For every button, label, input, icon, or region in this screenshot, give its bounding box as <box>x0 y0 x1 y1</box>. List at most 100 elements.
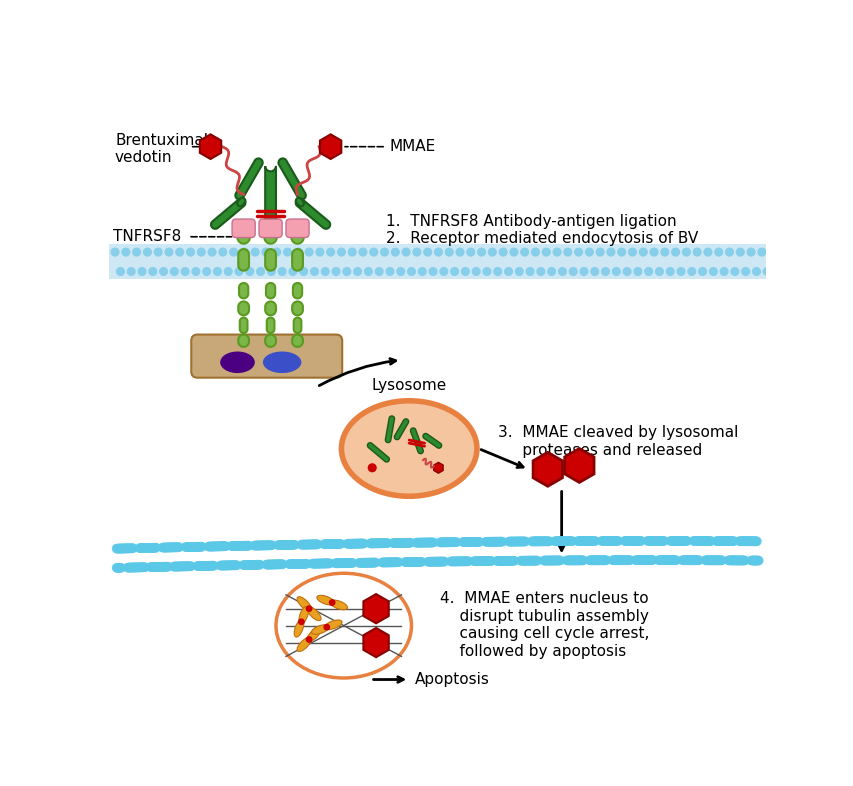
Circle shape <box>324 624 329 630</box>
Circle shape <box>138 268 146 275</box>
Ellipse shape <box>294 619 304 637</box>
Circle shape <box>288 268 297 275</box>
Polygon shape <box>200 134 221 159</box>
Circle shape <box>606 248 614 256</box>
Circle shape <box>306 606 311 612</box>
Ellipse shape <box>341 401 476 496</box>
Text: proteases and released: proteases and released <box>497 443 701 458</box>
Circle shape <box>241 248 248 256</box>
Polygon shape <box>295 198 304 207</box>
Circle shape <box>132 248 140 256</box>
Circle shape <box>757 248 765 256</box>
Polygon shape <box>363 594 388 623</box>
Text: disrupt tubulin assembly: disrupt tubulin assembly <box>439 608 648 623</box>
Polygon shape <box>320 134 341 159</box>
Circle shape <box>257 268 264 275</box>
Circle shape <box>224 268 232 275</box>
Circle shape <box>283 248 291 256</box>
Polygon shape <box>237 226 249 244</box>
Circle shape <box>595 248 603 256</box>
Circle shape <box>633 268 641 275</box>
Text: TNFRSF8: TNFRSF8 <box>113 230 181 244</box>
Circle shape <box>585 248 593 256</box>
Circle shape <box>445 248 453 256</box>
Polygon shape <box>265 249 276 270</box>
Circle shape <box>579 268 587 275</box>
Text: 1.  TNFRSF8 Antibody-antigen ligation: 1. TNFRSF8 Antibody-antigen ligation <box>386 214 676 229</box>
Circle shape <box>359 248 367 256</box>
Polygon shape <box>433 462 443 473</box>
Circle shape <box>229 248 237 256</box>
Circle shape <box>525 268 533 275</box>
Circle shape <box>499 248 507 256</box>
Circle shape <box>515 268 523 275</box>
Circle shape <box>617 248 624 256</box>
Circle shape <box>273 248 281 256</box>
Ellipse shape <box>297 637 310 652</box>
Polygon shape <box>295 199 330 229</box>
Ellipse shape <box>276 573 411 678</box>
Polygon shape <box>265 302 276 315</box>
Text: Lysosome: Lysosome <box>371 378 446 393</box>
Circle shape <box>719 268 727 275</box>
Circle shape <box>531 248 539 256</box>
Polygon shape <box>367 443 389 462</box>
FancyBboxPatch shape <box>191 335 342 378</box>
Circle shape <box>348 248 356 256</box>
Circle shape <box>547 268 554 275</box>
Circle shape <box>343 268 351 275</box>
Circle shape <box>176 248 183 256</box>
Polygon shape <box>211 199 245 229</box>
Circle shape <box>353 268 361 275</box>
Ellipse shape <box>220 351 254 373</box>
Circle shape <box>310 268 318 275</box>
Polygon shape <box>292 302 303 315</box>
Polygon shape <box>291 226 304 244</box>
Circle shape <box>197 248 205 256</box>
Circle shape <box>612 268 619 275</box>
Circle shape <box>337 248 345 256</box>
Circle shape <box>601 268 609 275</box>
Circle shape <box>493 268 501 275</box>
Circle shape <box>483 268 490 275</box>
Polygon shape <box>293 283 302 299</box>
Circle shape <box>246 268 253 275</box>
Circle shape <box>590 268 598 275</box>
Circle shape <box>171 268 178 275</box>
Circle shape <box>628 248 635 256</box>
Circle shape <box>423 248 431 256</box>
Circle shape <box>467 248 474 256</box>
Circle shape <box>327 248 334 256</box>
Circle shape <box>660 248 668 256</box>
Circle shape <box>218 248 226 256</box>
Polygon shape <box>410 428 423 454</box>
Circle shape <box>714 248 722 256</box>
Circle shape <box>369 248 377 256</box>
Polygon shape <box>422 434 441 448</box>
Circle shape <box>213 268 221 275</box>
Polygon shape <box>532 453 562 487</box>
Ellipse shape <box>297 597 310 611</box>
Polygon shape <box>292 335 303 347</box>
Circle shape <box>413 248 421 256</box>
Circle shape <box>187 248 194 256</box>
Text: 4.  MMAE enters nucleus to: 4. MMAE enters nucleus to <box>439 591 647 606</box>
Circle shape <box>306 637 311 642</box>
Polygon shape <box>385 416 394 443</box>
Circle shape <box>165 248 172 256</box>
Polygon shape <box>238 302 249 315</box>
Circle shape <box>192 268 200 275</box>
Circle shape <box>735 248 743 256</box>
Polygon shape <box>239 283 248 299</box>
Text: followed by apoptosis: followed by apoptosis <box>439 644 625 659</box>
Circle shape <box>380 248 388 256</box>
Circle shape <box>741 268 749 275</box>
Circle shape <box>122 248 130 256</box>
Polygon shape <box>237 198 245 207</box>
Circle shape <box>477 248 485 256</box>
Circle shape <box>693 248 700 256</box>
Ellipse shape <box>306 607 321 621</box>
Circle shape <box>117 268 125 275</box>
Text: 2.  Receptor mediated endocytosis of BV: 2. Receptor mediated endocytosis of BV <box>386 231 698 246</box>
FancyBboxPatch shape <box>258 219 281 237</box>
